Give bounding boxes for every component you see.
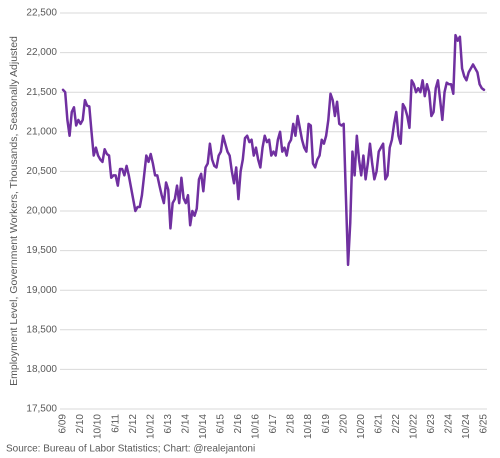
x-tick-label: 10/16 [251,414,262,439]
y-tick-label: 20,500 [26,166,57,177]
y-tick-label: 21,500 [26,87,57,98]
x-tick-label: 2/12 [128,414,139,434]
y-tick-label: 19,500 [26,245,57,256]
x-tick-label: 6/11 [110,414,121,433]
x-tick-label: 10/14 [198,414,209,439]
x-tick-label: 6/19 [321,414,332,434]
data-line [61,33,486,267]
x-tick-label: 6/15 [216,414,227,434]
y-tick-label: 22,500 [26,8,57,19]
x-tick-label: 6/23 [426,414,437,434]
x-tick-label: 2/20 [338,414,349,434]
x-tick-label: 6/13 [163,414,174,434]
x-tick-label: 6/09 [58,414,69,434]
y-tick-label: 17,500 [26,404,57,415]
x-tick-label: 2/10 [75,414,86,434]
y-tick-label: 18,000 [26,364,57,375]
x-tick-label: 2/22 [391,414,402,434]
x-tick-label: 6/25 [479,414,490,434]
x-tick-label: 6/21 [373,414,384,434]
x-tick-label: 2/24 [444,414,455,434]
x-tick-label: 2/16 [233,414,244,434]
y-tick-label: 18,500 [26,324,57,335]
x-tick-label: 10/10 [93,414,104,439]
y-tick-label: 21,000 [26,126,57,137]
x-tick-label: 10/12 [145,414,156,439]
y-tick-label: 20,000 [26,206,57,217]
x-tick-label: 6/17 [268,414,279,434]
x-tick-label: 10/18 [303,414,314,439]
y-axis-title: Employment Level, Government Workers, Th… [8,36,20,386]
y-tick-label: 22,000 [26,47,57,58]
x-tick-label: 10/22 [408,414,419,439]
x-tick-label: 2/14 [180,414,191,434]
x-tick-label: 2/18 [286,414,297,434]
source-note: Source: Bureau of Labor Statistics; Char… [6,444,255,455]
x-tick-label: 10/20 [356,414,367,439]
y-tick-label: 19,000 [26,285,57,296]
x-tick-label: 10/24 [461,414,472,439]
